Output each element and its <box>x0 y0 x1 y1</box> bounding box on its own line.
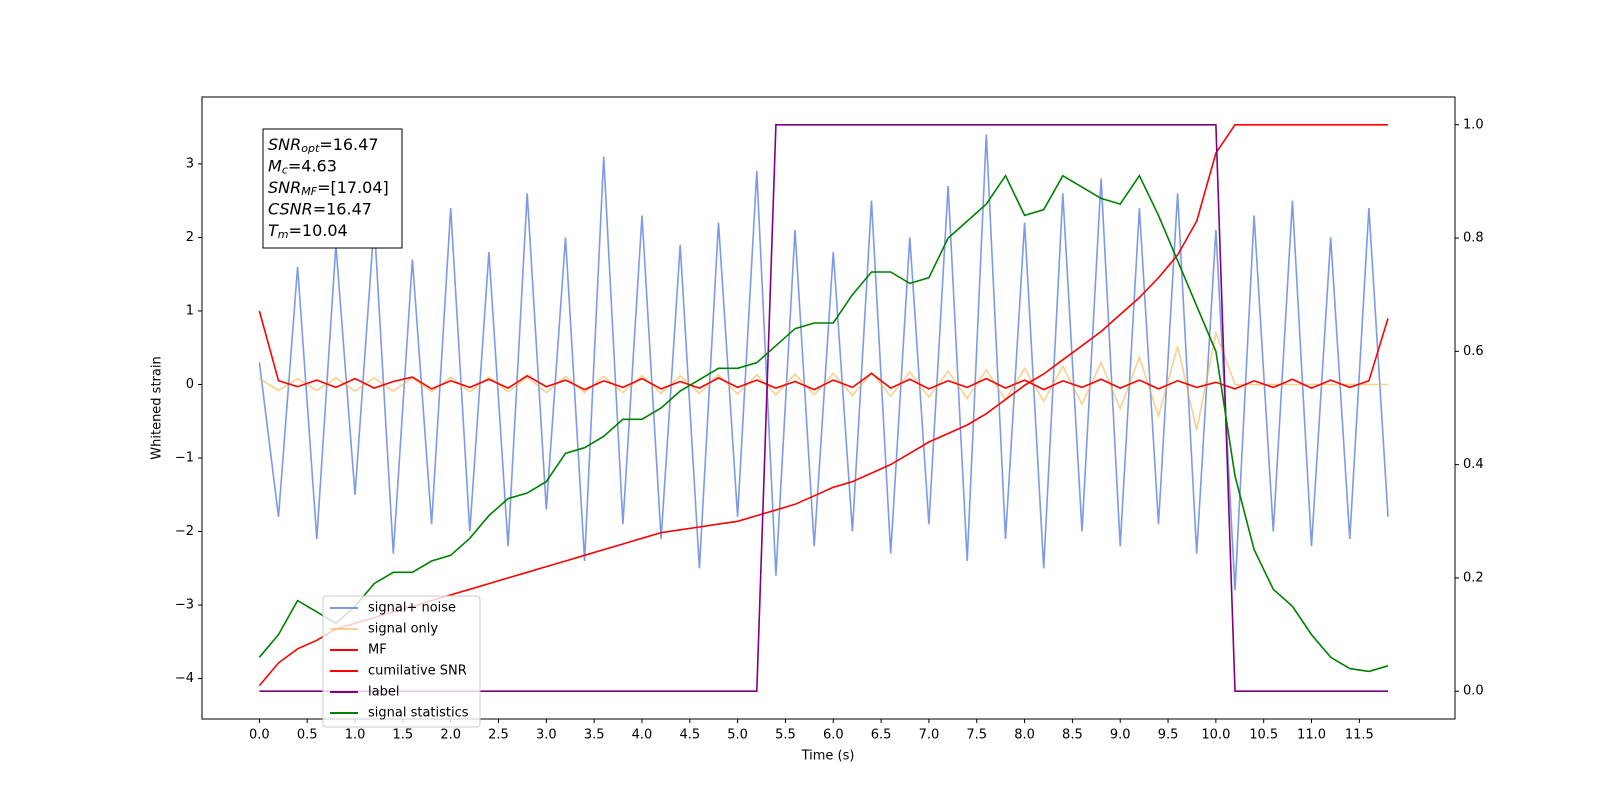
x-tick-label: 1.5 <box>393 728 414 743</box>
y-tick-label: −1 <box>175 450 194 465</box>
series-line <box>258 174 1389 673</box>
y-tick-label: 3 <box>186 156 194 171</box>
x-tick-label: 5.5 <box>775 728 796 743</box>
y2-tick-label: 0.6 <box>1463 344 1484 359</box>
annotation-value: =10.04 <box>289 221 348 240</box>
x-tick-label: 11.5 <box>1345 728 1374 743</box>
series-line <box>258 134 1389 591</box>
y-tick-label: 2 <box>186 230 194 245</box>
annotation-line: SNRopt=16.47 <box>268 135 379 156</box>
annotation-value: =16.47 <box>319 135 378 154</box>
x-tick-label: 8.5 <box>1062 728 1083 743</box>
legend-label: MF <box>368 643 387 658</box>
legend: signal+ noise signal only MF cumilative SNR… <box>322 595 481 728</box>
x-tick-label: 7.0 <box>919 728 940 743</box>
x-tick-label: 0.0 <box>249 728 270 743</box>
y2-tick-label: 0.2 <box>1463 570 1484 585</box>
y2-tick-label: 0.0 <box>1463 684 1484 699</box>
annotation-value: =4.63 <box>288 156 337 175</box>
legend-label: signal statistics <box>368 706 469 721</box>
legend-label: signal+ noise <box>368 601 456 616</box>
x-tick-label: 4.5 <box>679 728 700 743</box>
y2-tick-label: 0.8 <box>1463 231 1484 246</box>
x-tick-label: 5.0 <box>727 728 748 743</box>
annotation-symbol: T <box>268 221 279 240</box>
annotation-value: =[17.04] <box>317 178 389 197</box>
annotation-subscript: MF <box>301 185 317 198</box>
x-tick-label: 9.5 <box>1158 728 1179 743</box>
x-tick-label: 2.5 <box>488 728 509 743</box>
y-tick-label: −3 <box>175 598 194 613</box>
annotation: SNRopt=16.47Mc=4.63SNRMF=[17.04]CSNR=16.… <box>262 128 403 249</box>
x-axis-label: Time (s) <box>801 749 855 764</box>
legend-label: signal only <box>368 622 438 637</box>
x-tick-label: 11.0 <box>1297 728 1326 743</box>
series-line <box>258 310 1389 391</box>
y-tick-label: 0 <box>186 377 194 392</box>
x-tick-label: 6.5 <box>871 728 892 743</box>
annotation-line: Mc=4.63 <box>268 156 337 177</box>
y2-tick-label: 1.0 <box>1463 117 1484 132</box>
annotation-line: SNRMF=[17.04] <box>268 178 389 199</box>
x-tick-label: 3.5 <box>584 728 605 743</box>
annotation-subscript: opt <box>301 142 320 155</box>
x-tick-label: 4.0 <box>632 728 653 743</box>
legend-label: cumilative SNR <box>368 664 467 679</box>
annotation-symbol: CSNR <box>268 199 313 218</box>
series-line <box>258 330 1388 431</box>
annotation-line: CSNR=16.47 <box>268 199 372 218</box>
annotation-symbol: SNR <box>268 178 301 197</box>
x-tick-label: 0.5 <box>297 728 318 743</box>
annotation-symbol: M <box>268 156 282 175</box>
y-axis-label: Whitened strain <box>150 356 165 459</box>
x-tick-label: 9.0 <box>1110 728 1131 743</box>
x-tick-label: 7.5 <box>966 728 987 743</box>
x-tick-label: 10.0 <box>1201 728 1230 743</box>
x-tick-label: 10.5 <box>1249 728 1278 743</box>
annotation-value: =16.47 <box>313 199 372 218</box>
y2-tick-label: 0.4 <box>1463 457 1484 472</box>
plot-frame <box>201 96 1456 720</box>
annotation-symbol: SNR <box>268 135 301 154</box>
y-tick-label: 1 <box>186 303 194 318</box>
annotation-box <box>262 128 403 249</box>
annotation-subscript: c <box>282 164 288 177</box>
annotation-line: Tm=10.04 <box>268 221 348 242</box>
y-tick-label: −2 <box>175 524 194 539</box>
x-tick-label: 3.0 <box>536 728 557 743</box>
y-tick-label: −4 <box>175 671 194 686</box>
x-tick-label: 8.0 <box>1014 728 1035 743</box>
annotation-subscript: m <box>278 228 289 241</box>
x-tick-label: 2.0 <box>440 728 461 743</box>
x-tick-label: 6.0 <box>823 728 844 743</box>
x-tick-label: 1.0 <box>345 728 366 743</box>
legend-label: label <box>368 685 399 700</box>
legend-box <box>322 595 481 728</box>
